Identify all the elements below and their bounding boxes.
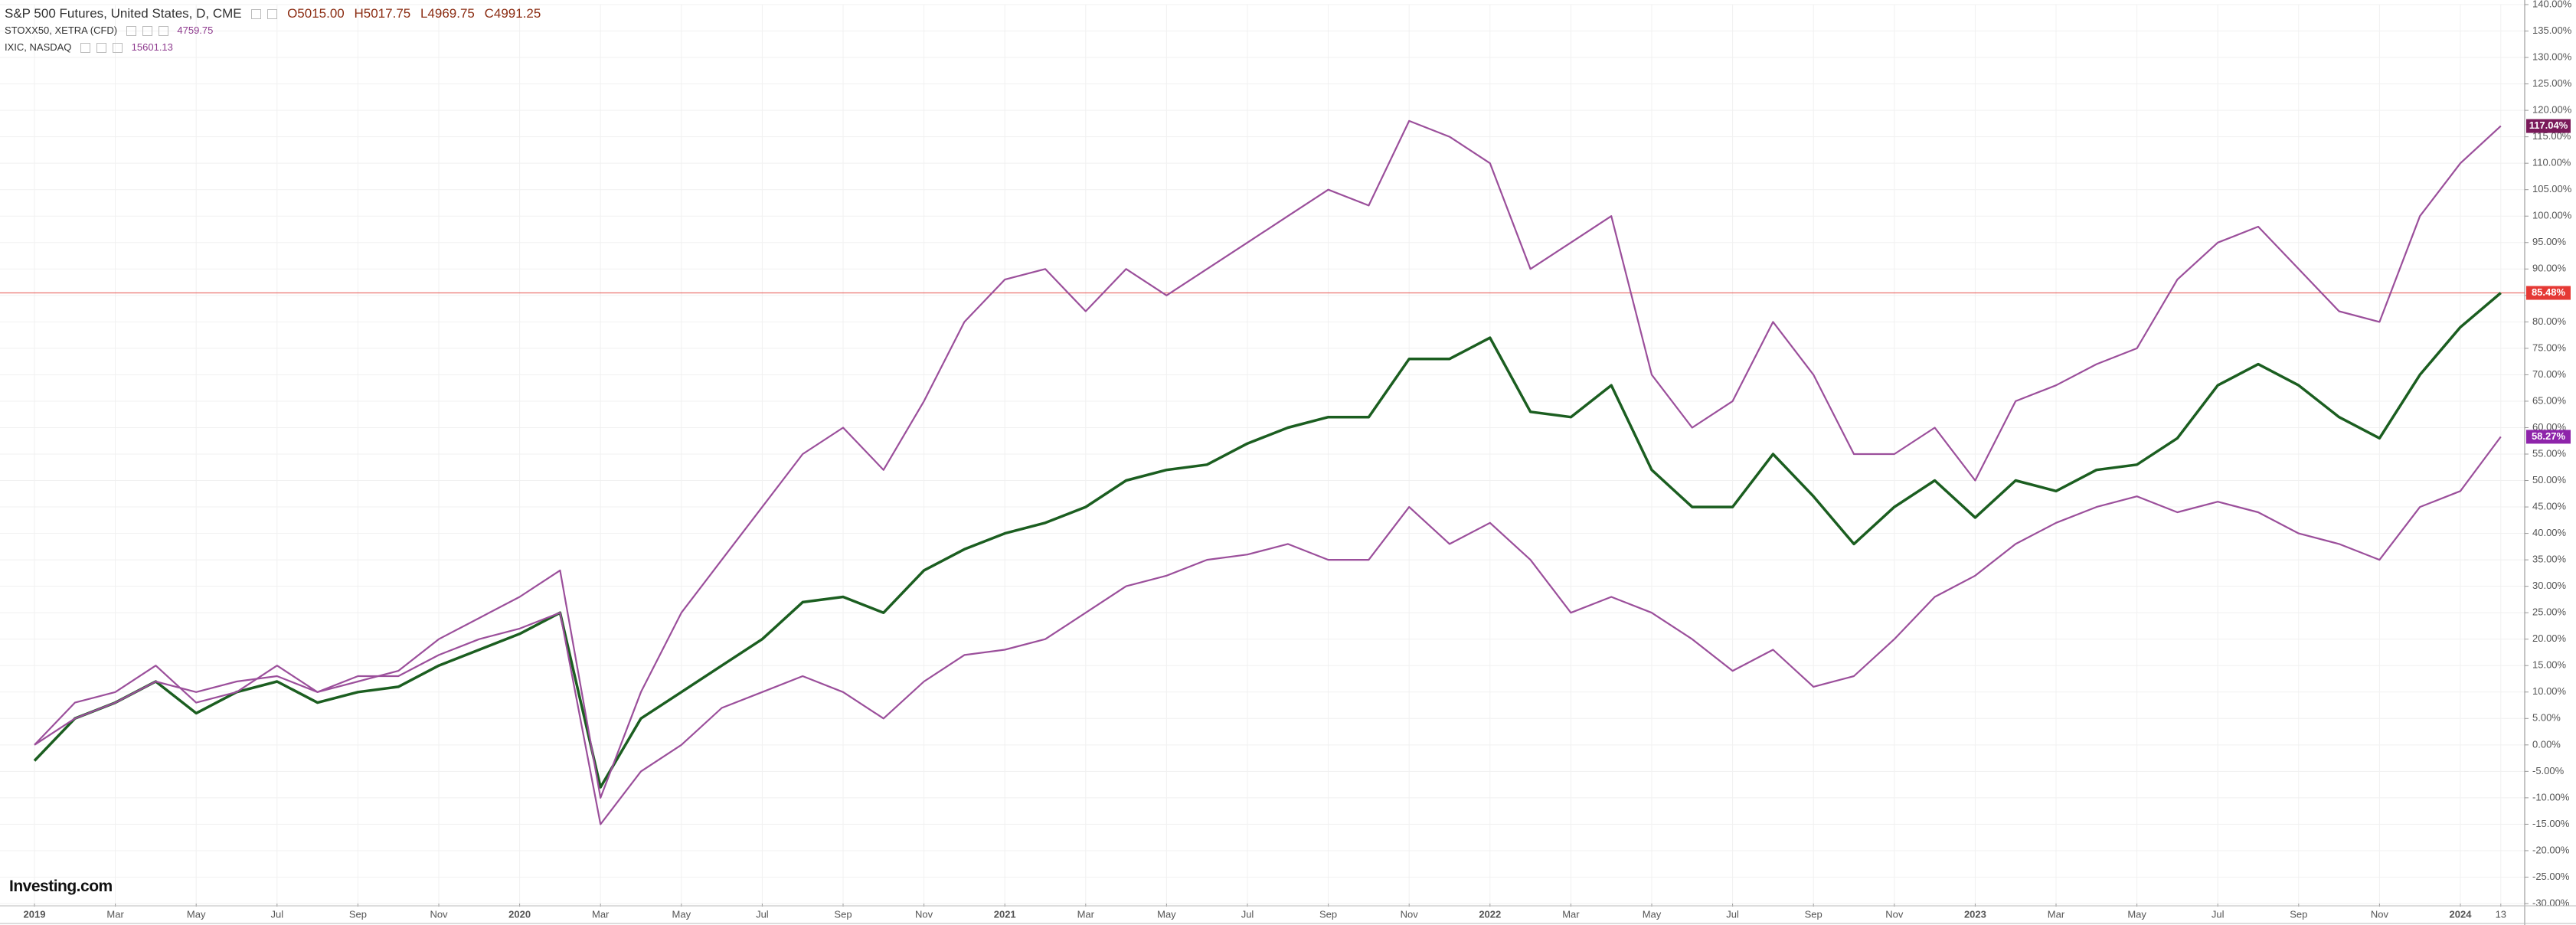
y-tick-label: -20.00% — [2532, 844, 2570, 855]
last-value-tag — [2526, 119, 2571, 133]
legend-quote: 15601.13 — [131, 41, 173, 53]
ohlc-close: C4991.25 — [484, 6, 541, 21]
y-tick-label: 75.00% — [2532, 342, 2567, 353]
y-tick-label: 40.00% — [2532, 527, 2567, 538]
y-tick-label: 25.00% — [2532, 606, 2567, 618]
y-tick-label: 115.00% — [2532, 130, 2571, 142]
x-tick-label: Nov — [2371, 908, 2389, 920]
x-tick-label: May — [1157, 908, 1176, 920]
x-tick-label: Sep — [1319, 908, 1337, 920]
y-tick-label: 50.00% — [2532, 474, 2567, 485]
last-value-tag — [2526, 286, 2571, 300]
legend-row: S&P 500 Futures, United States, D, CME O… — [5, 6, 547, 21]
series-line — [33, 292, 2502, 789]
x-tick-label: Nov — [1885, 908, 1904, 920]
y-tick-label: 55.00% — [2532, 447, 2567, 459]
y-tick-label: 95.00% — [2532, 236, 2567, 247]
x-tick-label: Sep — [349, 908, 367, 920]
x-tick-label: Mar — [1562, 908, 1580, 920]
y-tick-label: -30.00% — [2532, 897, 2570, 908]
x-tick-label: Sep — [1805, 908, 1822, 920]
y-tick-label: 20.00% — [2532, 632, 2567, 644]
y-tick-label: 120.00% — [2532, 104, 2572, 116]
y-tick-label: 60.00% — [2532, 421, 2567, 433]
legend-row: STOXX50, XETRA (CFD) 4759.75 — [5, 25, 219, 37]
y-tick-label: 135.00% — [2532, 25, 2572, 36]
legend-name: STOXX50, XETRA (CFD) — [5, 25, 118, 36]
x-tick-label: Nov — [430, 908, 448, 920]
y-tick-label: 5.00% — [2532, 712, 2561, 724]
x-tick-label: Mar — [592, 908, 610, 920]
y-tick-label: 125.00% — [2532, 77, 2572, 89]
x-tick-label: 2023 — [1964, 908, 1986, 920]
y-tick-label: 10.00% — [2532, 685, 2567, 697]
x-tick-label: May — [1643, 908, 1662, 920]
x-tick-label: Mar — [1077, 908, 1095, 920]
y-tick-label: 80.00% — [2532, 315, 2567, 327]
x-tick-label: Mar — [106, 908, 124, 920]
y-tick-label: 45.00% — [2532, 500, 2567, 512]
x-tick-label: Mar — [2048, 908, 2065, 920]
y-tick-label: 0.00% — [2532, 738, 2561, 750]
legend-quote: 4759.75 — [177, 25, 214, 36]
x-tick-label: 2021 — [994, 908, 1016, 920]
x-tick-label: Nov — [1401, 908, 1419, 920]
x-tick-label: Jul — [2212, 908, 2225, 920]
x-tick-label: 13 — [2496, 908, 2506, 920]
x-tick-label: Jul — [1241, 908, 1254, 920]
x-tick-label: May — [672, 908, 691, 920]
last-value-label: 85.48% — [2532, 286, 2566, 298]
y-tick-label: 35.00% — [2532, 554, 2567, 565]
ohlc-open: O5015.00 — [287, 6, 345, 21]
ohlc-low: L4969.75 — [420, 6, 475, 21]
y-tick-label: 70.00% — [2532, 368, 2567, 380]
y-tick-label: 65.00% — [2532, 394, 2567, 406]
legend-name: IXIC, NASDAQ — [5, 41, 72, 53]
x-tick-label: Jul — [270, 908, 283, 920]
y-tick-label: -15.00% — [2532, 818, 2570, 829]
x-tick-label: Jul — [756, 908, 769, 920]
x-tick-label: Sep — [834, 908, 852, 920]
y-tick-label: 140.00% — [2532, 0, 2572, 9]
last-value-label: 58.27% — [2532, 430, 2566, 442]
x-tick-label: Nov — [915, 908, 933, 920]
x-tick-label: 2022 — [1479, 908, 1501, 920]
legend-name: S&P 500 Futures, United States, D, CME — [5, 6, 242, 21]
x-tick-label: 2020 — [508, 908, 531, 920]
y-tick-label: 100.00% — [2532, 210, 2572, 221]
series-line — [34, 119, 2502, 799]
y-tick-label: 110.00% — [2532, 157, 2571, 168]
y-tick-label: 105.00% — [2532, 183, 2572, 194]
series-line — [34, 436, 2502, 825]
y-tick-label: 90.00% — [2532, 263, 2567, 274]
y-tick-label: 15.00% — [2532, 659, 2567, 671]
ohlc-high: H5017.75 — [354, 6, 411, 21]
x-tick-label: 2019 — [24, 908, 46, 920]
x-tick-label: 2024 — [2450, 908, 2473, 920]
y-tick-label: -25.00% — [2532, 871, 2570, 882]
legend-row: IXIC, NASDAQ 15601.13 — [5, 41, 179, 54]
x-tick-label: Jul — [1726, 908, 1739, 920]
y-tick-label: 30.00% — [2532, 580, 2567, 591]
x-tick-label: May — [187, 908, 206, 920]
y-tick-label: 130.00% — [2532, 51, 2572, 62]
y-tick-label: -10.00% — [2532, 791, 2570, 802]
last-value-tag — [2526, 430, 2571, 444]
last-value-label: 117.04% — [2529, 119, 2568, 131]
x-tick-label: Sep — [2290, 908, 2307, 920]
x-tick-label: May — [2127, 908, 2146, 920]
y-tick-label: -5.00% — [2532, 765, 2565, 776]
logo: Investing.com — [9, 878, 113, 895]
